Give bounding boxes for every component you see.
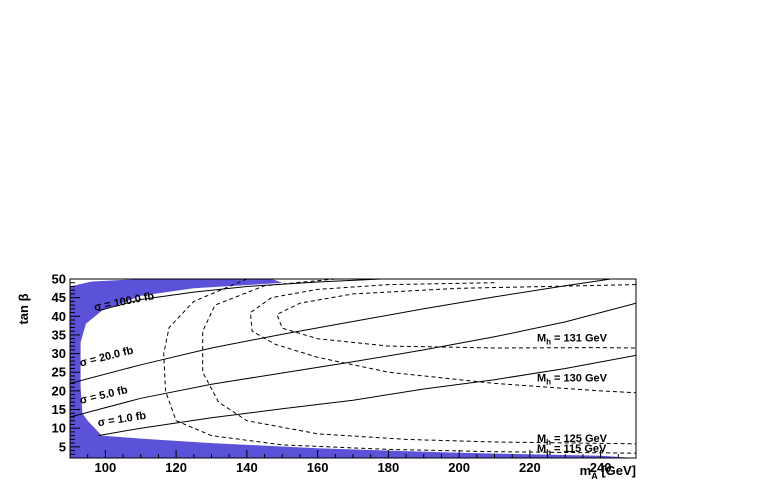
series-label-sub-5: h: [546, 438, 551, 447]
y-tick-label-50: 50: [52, 272, 66, 287]
excluded-region: [70, 279, 636, 458]
excluded-region-layer: [70, 279, 636, 458]
series-label-sub-4: h: [546, 448, 551, 457]
x-axis-title-sub: A: [591, 471, 598, 480]
y-tick-label-10: 10: [52, 421, 66, 436]
y-tick-label-5: 5: [59, 439, 66, 454]
y-tick-label-45: 45: [52, 290, 66, 305]
x-axis-title-main: m: [580, 463, 592, 478]
series-label-main-6: M: [537, 373, 546, 385]
series-curve-4: [163, 279, 636, 454]
series-curve-7: [276, 284, 636, 349]
series-label-rest-5: = 125 GeV: [551, 433, 608, 445]
x-axis-title: mA [GeV]: [580, 463, 636, 480]
y-tick-label-40: 40: [52, 309, 66, 324]
x-tick-label-120: 120: [165, 460, 187, 475]
y-axis-title: tan β: [16, 293, 31, 324]
y-tick-label-35: 35: [52, 327, 66, 342]
series-label-7: Mh = 131 GeV: [537, 332, 608, 346]
series-curve-5: [202, 279, 636, 445]
x-tick-label-180: 180: [378, 460, 400, 475]
series-label-5: Mh = 125 GeV: [537, 433, 608, 447]
series-label-main-5: M: [537, 433, 546, 445]
y-tick-label-25: 25: [52, 365, 66, 380]
ticks-layer: 100 120 140 160 180 200 220 240 5 10 15 20 25 30 35 40 4…: [52, 272, 637, 475]
series-label-rest-7: = 131 GeV: [551, 332, 608, 344]
series-curve-3: [98, 354, 636, 437]
series-curve-0: [98, 279, 382, 312]
y-tick-label-20: 20: [52, 383, 66, 398]
x-tick-label-100: 100: [95, 460, 117, 475]
y-tick-label-15: 15: [52, 402, 66, 417]
series-label-sub-7: h: [546, 337, 551, 346]
series-label-rest-4: = 115 GeV: [551, 443, 607, 455]
series-curve-6: [249, 282, 636, 394]
series-curve-2: [70, 302, 636, 418]
series-label-main-4: M: [537, 443, 546, 455]
y-tick-label-30: 30: [52, 346, 66, 361]
series-label-4: Mh = 115 GeV: [537, 443, 607, 457]
x-axis-title-unit: [GeV]: [598, 463, 636, 478]
x-tick-label-220: 220: [519, 460, 541, 475]
series-label-main-7: M: [537, 332, 546, 344]
x-tick-label-200: 200: [448, 460, 470, 475]
x-tick-label-240: 240: [590, 460, 612, 475]
series-curve-1: [70, 279, 615, 384]
x-tick-label-160: 160: [307, 460, 329, 475]
x-tick-label-140: 140: [236, 460, 258, 475]
series-label-6: Mh = 130 GeV: [537, 373, 608, 387]
series-layer: [70, 279, 636, 454]
series-label-sub-6: h: [546, 378, 551, 387]
series-label-rest-6: = 130 GeV: [551, 373, 608, 385]
